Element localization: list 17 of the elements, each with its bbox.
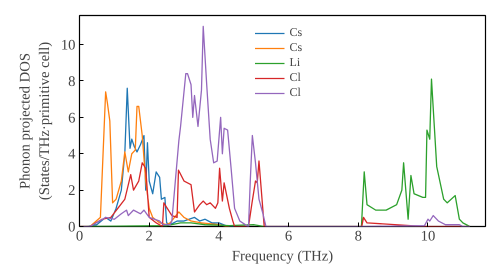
x-tick-label: 6 bbox=[284, 228, 292, 244]
legend-label: Cl bbox=[290, 70, 302, 85]
legend-label: Cl bbox=[290, 85, 302, 100]
x-axis-title: Frequency (THz) bbox=[232, 248, 334, 264]
y-tick-label: 2 bbox=[68, 183, 76, 200]
legend-label: Cs bbox=[290, 40, 304, 55]
x-tick-label: 4 bbox=[215, 228, 224, 244]
x-tick-label: 8 bbox=[354, 228, 362, 244]
x-tick-label: 10 bbox=[420, 228, 436, 244]
y-axis-title: Phonon projected DOS (States/THz·primitive cell) bbox=[18, 42, 53, 200]
legend-label: Li bbox=[290, 55, 302, 70]
y-tick-label: 10 bbox=[60, 38, 76, 54]
x-tick-label: 2 bbox=[146, 228, 153, 244]
y-tick-label: 6 bbox=[68, 110, 76, 126]
y-tick-label: 4 bbox=[68, 146, 76, 163]
y-tick-label: 8 bbox=[68, 74, 76, 90]
legend-label: Cs bbox=[290, 25, 304, 40]
